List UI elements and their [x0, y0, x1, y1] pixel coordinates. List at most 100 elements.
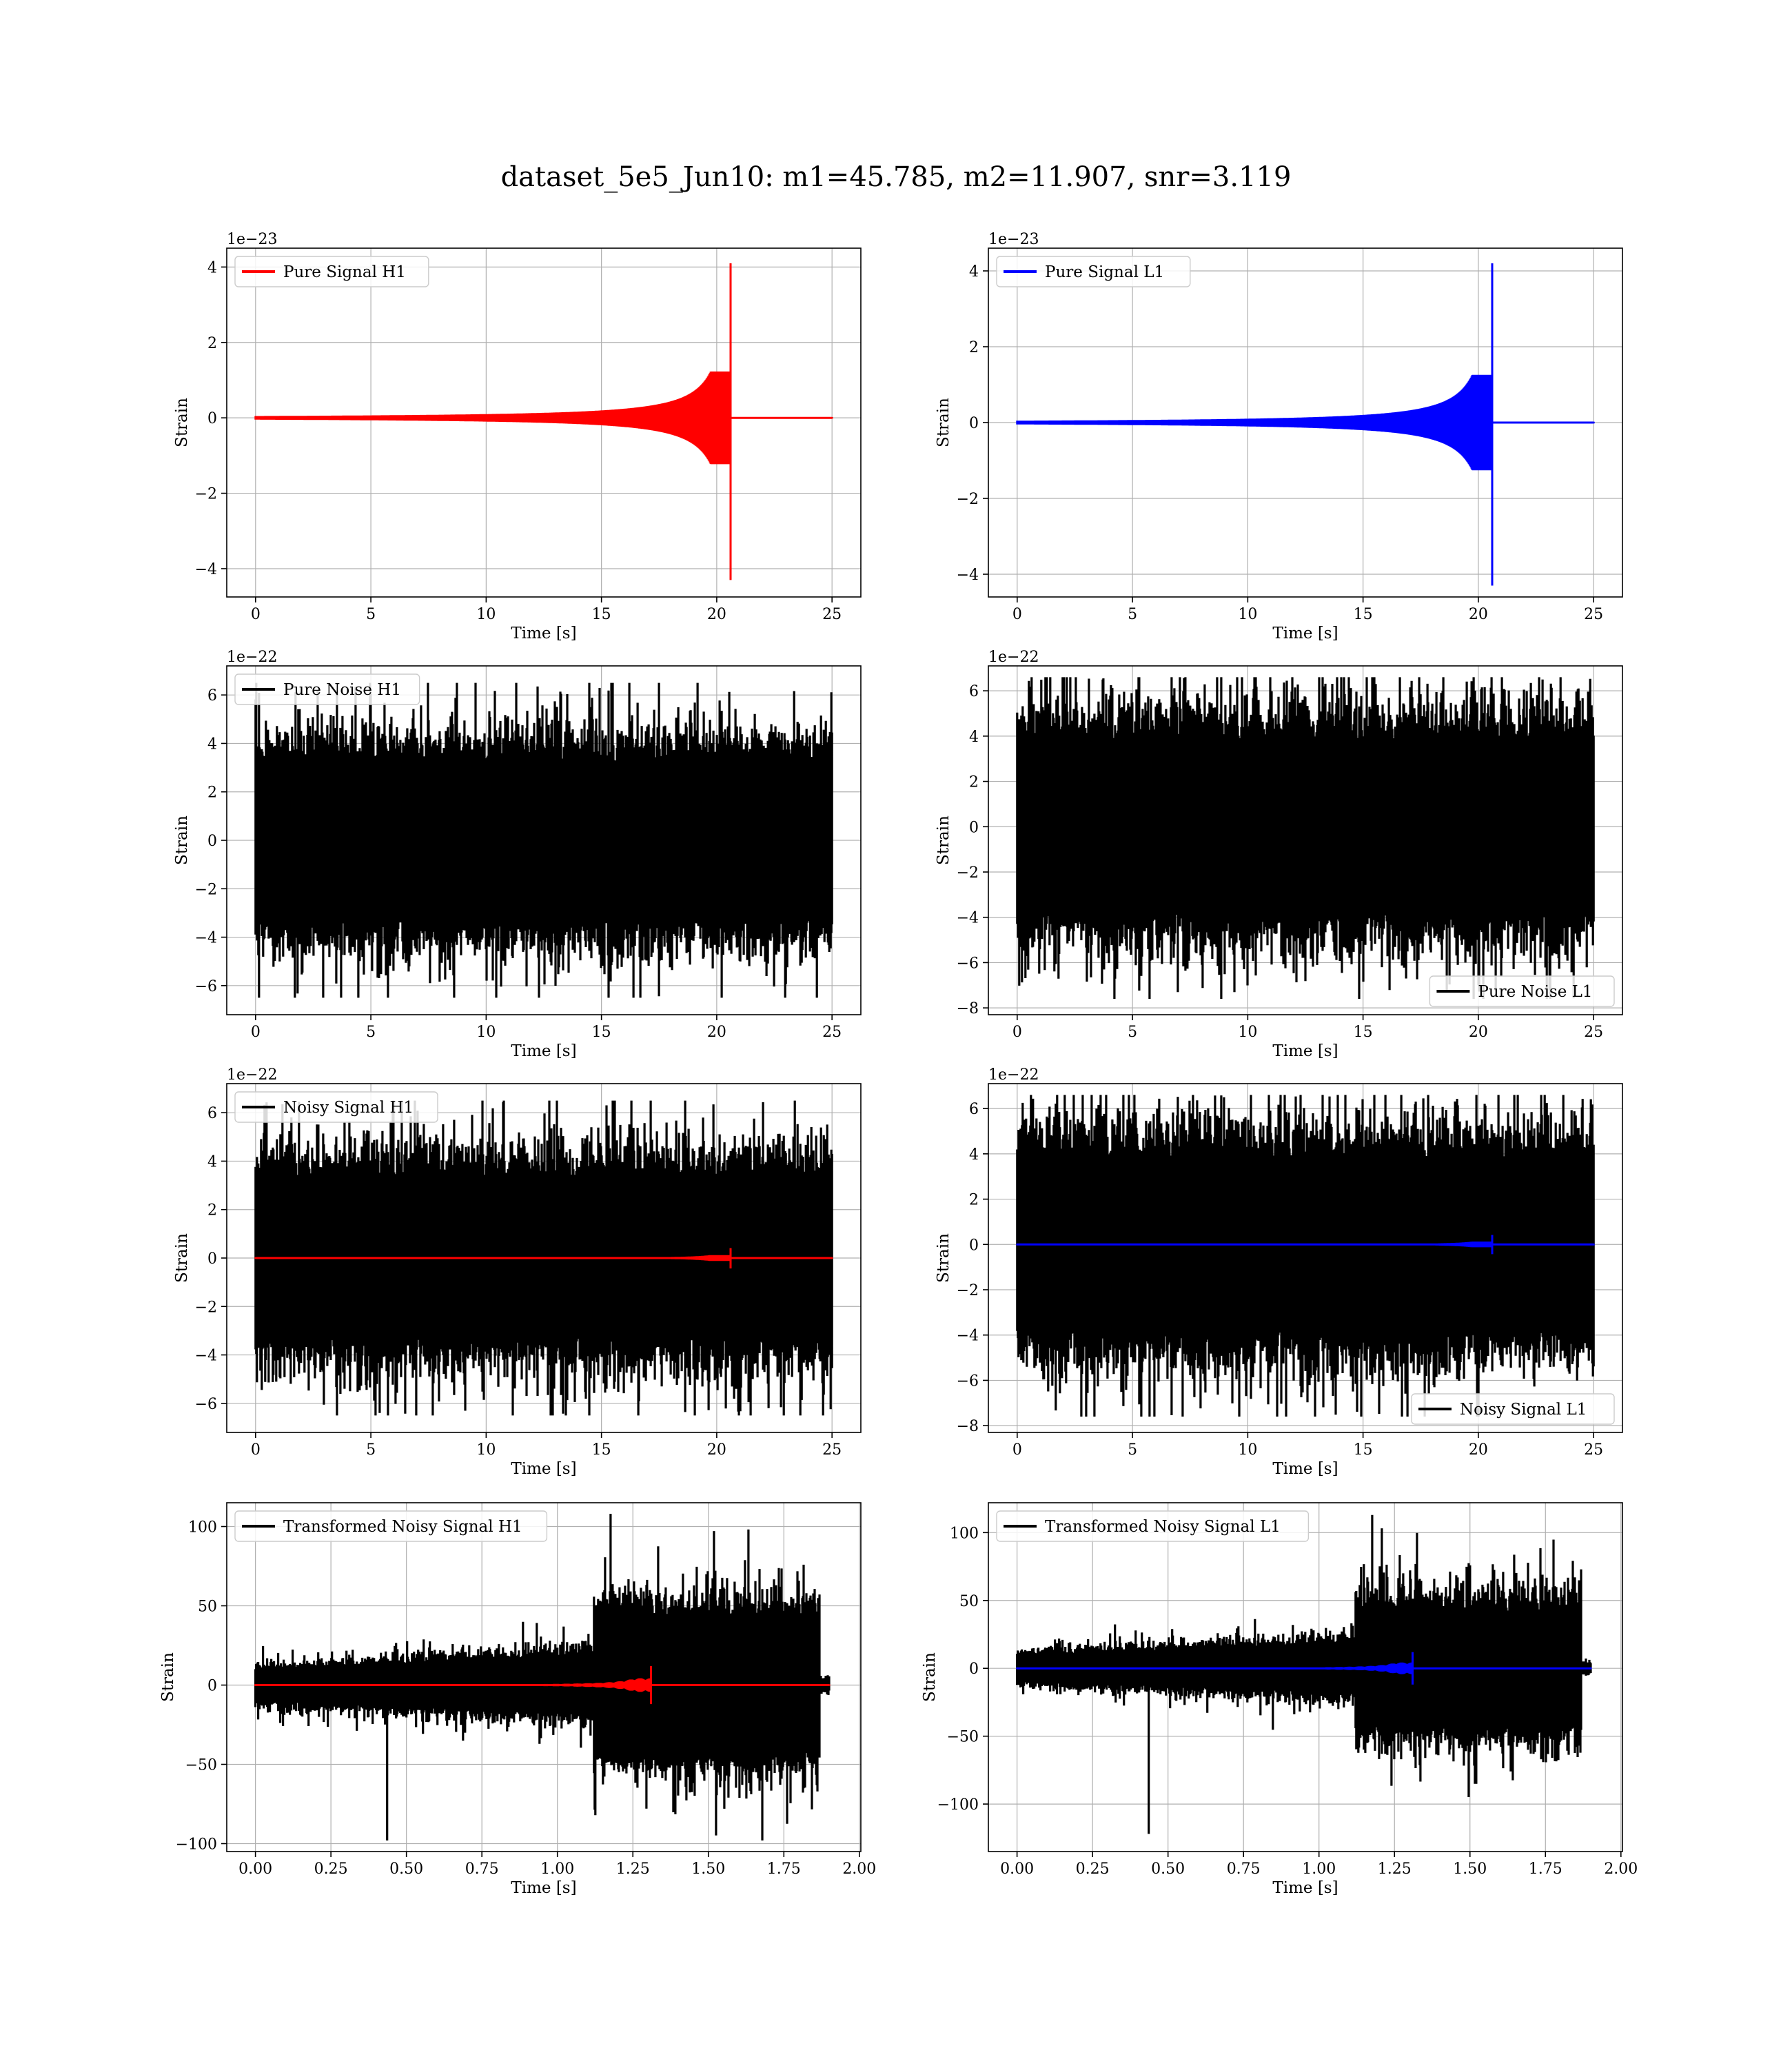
legend-box — [234, 1091, 438, 1123]
x-tick-label: 0.00 — [238, 1861, 272, 1878]
y-axis-label: Strain — [159, 1652, 177, 1702]
legend-entry: Transformed Noisy Signal H1 — [283, 1518, 522, 1536]
y-offset-text: 1e−23 — [227, 231, 277, 248]
legend-entry: Noisy Signal H1 — [283, 1099, 414, 1117]
y-tick-label: −50 — [185, 1757, 217, 1774]
legend: Pure Noise L1 — [1429, 975, 1615, 1007]
x-tick-label: 20 — [1469, 1024, 1488, 1041]
legend: Pure Signal L1 — [996, 256, 1191, 287]
x-tick-label: 1.50 — [1453, 1861, 1487, 1878]
x-tick-label: 10 — [1238, 606, 1257, 623]
x-tick-label: 0.25 — [314, 1861, 348, 1878]
y-tick-label: 6 — [969, 683, 979, 700]
legend-entry: Transformed Noisy Signal L1 — [1045, 1518, 1281, 1536]
y-tick-label: 100 — [950, 1525, 979, 1542]
y-tick-label: 2 — [969, 339, 979, 356]
axes-frame — [988, 1083, 1623, 1433]
x-tick-label: 0 — [1012, 606, 1022, 623]
y-tick-label: −6 — [195, 1396, 217, 1413]
y-axis-label: Strain — [173, 398, 191, 447]
y-tick-label: 4 — [207, 1153, 217, 1170]
y-tick-label: 6 — [207, 1105, 217, 1122]
x-tick-label: 1.50 — [691, 1861, 725, 1878]
y-tick-label: 0 — [207, 410, 217, 427]
x-tick-label: 0 — [1012, 1441, 1022, 1459]
x-axis-label: Time [s] — [1272, 625, 1338, 642]
x-tick-label: 25 — [1584, 1441, 1603, 1459]
y-offset-text: 1e−22 — [227, 649, 277, 666]
x-tick-label: 0.75 — [1227, 1861, 1261, 1878]
x-tick-label: 20 — [1469, 606, 1488, 623]
y-tick-label: −2 — [195, 1299, 217, 1316]
chart-pure-noise-l1: 0 5 10 15 20 25 −8 −6 −4 −2 0 2 4 6 Time [s] Strain 1e−2… — [935, 649, 1623, 1060]
x-tick-label: 0 — [1012, 1024, 1022, 1041]
y-tick-label: 4 — [207, 736, 217, 753]
y-axis-label: Strain — [173, 815, 191, 865]
y-tick-label: 100 — [188, 1519, 217, 1537]
legend-box — [234, 673, 420, 705]
y-axis-label: Strain — [173, 1233, 191, 1283]
legend: Transformed Noisy Signal L1 — [996, 1510, 1310, 1542]
x-tick-label: 25 — [1584, 606, 1603, 623]
x-tick-label: 10 — [476, 1441, 496, 1459]
x-tick-label: 15 — [592, 606, 611, 623]
x-tick-label: 15 — [592, 1441, 611, 1459]
legend-box — [1429, 975, 1615, 1007]
x-axis-label: Time [s] — [511, 625, 576, 642]
y-tick-label: 4 — [207, 259, 217, 276]
x-tick-label: 10 — [476, 1024, 496, 1041]
x-axis-label: Time [s] — [1272, 1042, 1338, 1060]
axes-frame — [988, 1502, 1623, 1852]
y-tick-label: 2 — [207, 1202, 217, 1219]
legend-entry: Pure Signal L1 — [1045, 263, 1164, 281]
x-tick-label: 1.00 — [540, 1861, 574, 1878]
x-tick-label: 1.75 — [767, 1861, 801, 1878]
y-tick-label: −6 — [957, 1372, 979, 1390]
y-tick-label: −4 — [957, 1328, 979, 1345]
series-transformed-pure-signal-l1 — [1016, 1652, 1592, 1685]
x-tick-label: 20 — [707, 1441, 726, 1459]
chart-transformed-noisy-signal-l1: 0.00 0.25 0.50 0.75 1.00 1.25 1.50 1.75 2.00 −100… — [921, 1502, 1638, 1897]
series-pure-signal-h1 — [254, 1248, 833, 1269]
x-axis-label: Time [s] — [511, 1460, 576, 1478]
y-tick-label: 50 — [198, 1599, 217, 1616]
x-tick-label: 25 — [822, 1024, 842, 1041]
series-pure-signal-l1 — [1016, 1235, 1595, 1255]
x-tick-label: 2.00 — [842, 1861, 876, 1878]
y-tick-label: −4 — [957, 567, 979, 584]
y-tick-label: 6 — [969, 1101, 979, 1118]
y-tick-label: 4 — [969, 729, 979, 746]
x-tick-label: 5 — [366, 1441, 376, 1459]
x-tick-label: 1.25 — [1378, 1861, 1412, 1878]
chart-transformed-noisy-signal-h1: 0.00 0.25 0.50 0.75 1.00 1.25 1.50 1.75 2.00 −100… — [159, 1502, 876, 1897]
y-axis-label: Strain — [935, 1233, 953, 1283]
legend: Noisy Signal H1 — [234, 1091, 438, 1123]
x-tick-label: 20 — [707, 1024, 726, 1041]
y-tick-label: 0 — [207, 833, 217, 850]
x-tick-label: 10 — [1238, 1441, 1257, 1459]
x-tick-label: 25 — [1584, 1024, 1603, 1041]
x-tick-label: 15 — [1354, 606, 1373, 623]
axes-frame — [226, 1502, 862, 1852]
legend-entry: Pure Noise L1 — [1478, 983, 1592, 1001]
x-axis-label: Time [s] — [1272, 1460, 1338, 1478]
y-axis-label: Strain — [935, 398, 953, 447]
y-tick-label: 0 — [207, 1678, 217, 1695]
legend-entry: Pure Noise H1 — [283, 681, 401, 699]
x-tick-label: 2.00 — [1604, 1861, 1638, 1878]
x-tick-label: 1.75 — [1529, 1861, 1562, 1878]
legend-entry: Noisy Signal L1 — [1460, 1401, 1587, 1419]
x-tick-label: 0 — [251, 1024, 261, 1041]
y-tick-label: −2 — [195, 881, 217, 898]
y-tick-label: 2 — [969, 774, 979, 791]
x-tick-label: 25 — [822, 606, 842, 623]
x-axis-label: Time [s] — [1272, 1879, 1338, 1897]
y-tick-label: 0 — [969, 1661, 979, 1678]
chart-noisy-signal-l1: 0 5 10 15 20 25 −8 −6 −4 −2 0 2 4 6 Time [s] Strain 1e−2… — [935, 1066, 1623, 1478]
chart-pure-signal-l1: 0 5 10 15 20 25 −4 −2 0 2 4 Time [s] Strain 1e−23 Pure… — [935, 231, 1623, 642]
y-tick-label: −4 — [957, 910, 979, 927]
y-offset-text: 1e−23 — [988, 231, 1039, 248]
x-tick-label: 0 — [251, 606, 261, 623]
y-tick-label: −2 — [957, 491, 979, 508]
x-tick-label: 5 — [1128, 1024, 1137, 1041]
